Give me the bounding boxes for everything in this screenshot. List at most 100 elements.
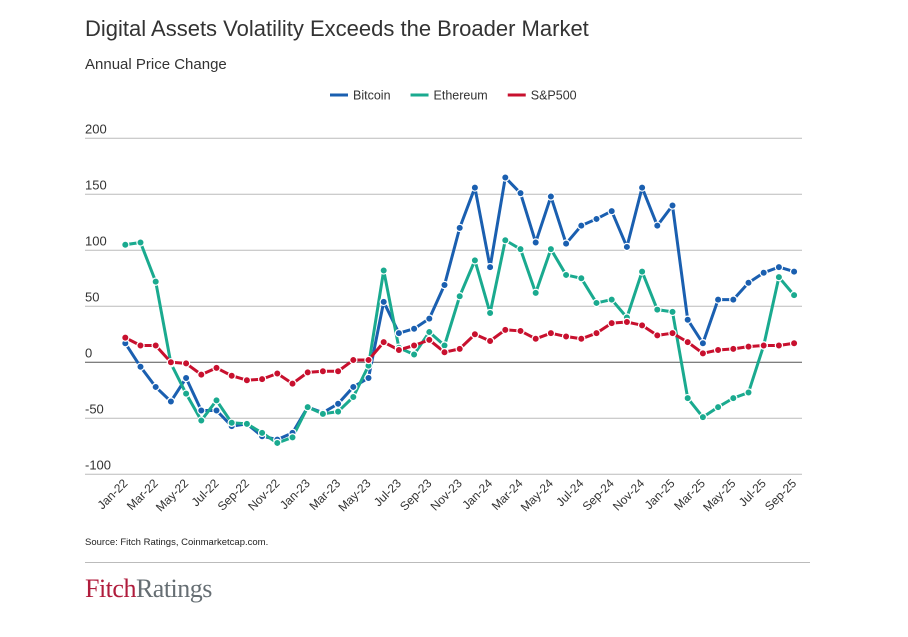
x-tick-label: Jan-23 — [277, 476, 313, 512]
data-point — [531, 288, 540, 298]
data-point — [257, 374, 267, 384]
data-point — [531, 238, 540, 247]
data-point — [622, 242, 632, 252]
data-point — [455, 292, 464, 301]
data-point — [759, 268, 768, 277]
data-point — [333, 407, 343, 416]
data-point — [425, 327, 434, 337]
chart-title: Digital Assets Volatility Exceeds the Br… — [85, 16, 589, 41]
data-point — [683, 393, 692, 403]
data-point — [181, 359, 191, 368]
data-point — [181, 389, 191, 398]
data-point — [546, 192, 556, 201]
data-point — [653, 331, 662, 340]
chart-subtitle: Annual Price Change — [85, 56, 227, 73]
data-point — [592, 328, 601, 338]
data-point — [364, 355, 373, 365]
data-point — [485, 308, 495, 318]
data-point — [303, 402, 312, 412]
data-point — [197, 416, 206, 425]
x-tick-label: Sep-24 — [580, 476, 617, 513]
data-point — [121, 333, 130, 342]
logo-ratings: Ratings — [135, 574, 212, 603]
data-point — [713, 345, 723, 355]
data-point — [774, 262, 784, 272]
data-point — [151, 382, 160, 392]
data-point — [227, 418, 236, 427]
data-point — [668, 307, 677, 317]
data-point — [485, 336, 495, 346]
data-point — [455, 344, 464, 354]
data-point — [653, 305, 662, 314]
x-tick-label: Nov-24 — [610, 476, 647, 513]
data-point — [425, 335, 434, 345]
source-note: Source: Fitch Ratings, Coinmarketcap.com… — [85, 537, 269, 548]
data-point — [409, 341, 419, 350]
data-point — [485, 262, 495, 272]
data-point — [440, 348, 449, 357]
data-point — [166, 358, 176, 367]
y-tick-label: 0 — [85, 345, 92, 360]
data-point — [349, 382, 358, 392]
data-point — [683, 337, 692, 347]
data-point — [759, 341, 768, 350]
data-point — [561, 332, 571, 341]
data-point — [592, 214, 601, 224]
data-point — [577, 221, 586, 230]
data-point — [425, 314, 434, 323]
data-point — [470, 183, 480, 192]
data-point — [212, 363, 221, 373]
data-point — [683, 315, 692, 324]
data-point — [212, 396, 221, 405]
data-point — [409, 350, 419, 359]
data-point — [197, 406, 206, 415]
data-point — [546, 328, 556, 338]
data-point — [789, 339, 799, 348]
data-point — [379, 297, 388, 307]
data-point — [729, 344, 738, 354]
data-point — [744, 278, 753, 287]
x-tick-label: Nov-22 — [245, 476, 282, 513]
data-point — [273, 369, 282, 378]
data-point — [713, 402, 723, 412]
data-point — [379, 266, 388, 275]
data-point — [561, 270, 571, 280]
data-point — [273, 438, 282, 448]
data-point — [729, 393, 738, 403]
data-point — [607, 295, 616, 304]
data-point — [729, 295, 738, 304]
legend-label: Ethereum — [434, 89, 488, 103]
data-point — [136, 341, 145, 350]
y-tick-label: -50 — [85, 401, 104, 416]
data-point — [713, 295, 723, 304]
x-tick-label: May-25 — [700, 476, 738, 514]
data-point — [516, 244, 525, 254]
data-point — [379, 337, 388, 347]
data-point — [546, 244, 556, 254]
data-point — [242, 376, 252, 385]
legend-label: S&P500 — [531, 89, 577, 103]
data-point — [409, 324, 419, 333]
x-tick-label: Jan-22 — [95, 476, 131, 512]
x-tick-label: Sep-23 — [397, 476, 434, 513]
data-point — [151, 341, 160, 350]
data-point — [668, 328, 677, 338]
data-point — [151, 277, 160, 286]
data-point — [607, 318, 616, 328]
y-tick-label: 150 — [85, 177, 107, 192]
legend-label: Bitcoin — [353, 89, 391, 103]
x-tick-label: May-24 — [518, 476, 556, 514]
data-point — [288, 379, 297, 388]
data-point — [197, 370, 206, 379]
fitch-ratings-logo: FitchRatings — [85, 574, 212, 604]
data-point — [789, 267, 799, 276]
x-tick-label: Sep-22 — [215, 476, 252, 513]
data-point — [318, 367, 328, 376]
data-point — [470, 256, 480, 265]
data-point — [577, 274, 586, 283]
data-point — [607, 206, 616, 216]
data-point — [501, 173, 510, 182]
data-point — [333, 367, 343, 376]
data-point — [470, 330, 480, 339]
data-point — [212, 406, 221, 415]
